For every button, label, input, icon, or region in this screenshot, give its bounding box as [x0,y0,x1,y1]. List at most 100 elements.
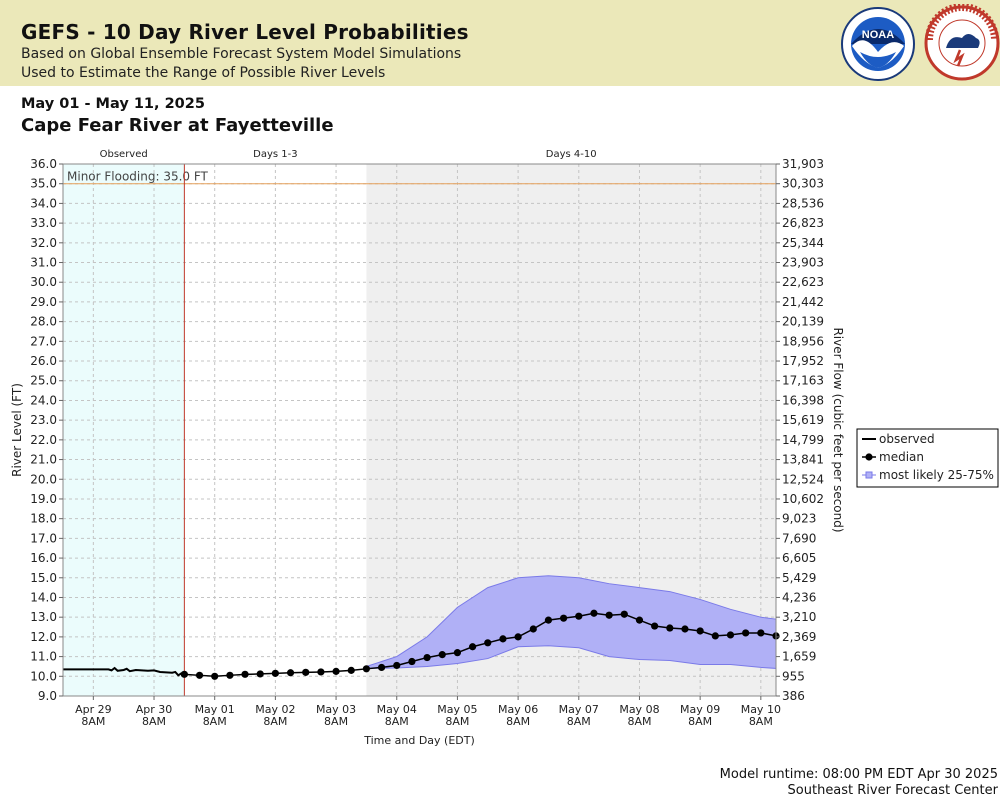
y-tick-label: 22.0 [30,433,57,447]
median-point [757,629,765,637]
y-tick-label: 25.0 [30,374,57,388]
x-tick-day: May 10 [741,703,781,716]
station-name: Cape Fear River at Fayetteville [21,115,334,136]
median-point [332,667,340,675]
x-tick-day: May 07 [559,703,599,716]
page-title: GEFS - 10 Day River Level Probabilities [21,20,469,44]
x-tick-day: May 04 [377,703,417,716]
y-tick-label: 18.0 [30,512,57,526]
median-point [620,610,628,618]
y2-tick-label: 7,690 [782,531,816,545]
x-tick-day: May 08 [619,703,659,716]
y2-tick-label: 6,605 [782,551,816,565]
median-point [226,671,234,679]
median-point [605,611,613,619]
x-tick-day: May 03 [316,703,356,716]
period-label: Days 1-3 [253,149,297,160]
y2-tick-label: 30,303 [782,177,824,191]
y2-tick-label: 22,623 [782,275,824,289]
noaa-logo[interactable]: NOAA [838,6,918,82]
median-point [499,635,507,643]
y-tick-label: 24.0 [30,393,57,407]
flood-stage-label: Minor Flooding: 35.0 FT [67,170,209,184]
median-point [347,666,355,674]
y-tick-label: 29.0 [30,295,57,309]
median-point [726,631,735,639]
y2-tick-label: 1,659 [782,650,816,664]
x-tick-time: 8AM [142,715,166,728]
y2-tick-label: 28,536 [782,196,824,210]
nws-logo[interactable] [924,4,1000,82]
median-point [271,669,279,677]
y-tick-label: 14.0 [30,590,57,604]
y-tick-label: 11.0 [30,650,57,664]
x-tick-time: 8AM [445,715,469,728]
page-subtitle-1: Based on Global Ensemble Forecast System… [21,46,462,62]
y-tick-label: 13.0 [30,610,57,624]
median-point [211,672,219,680]
median-point [393,661,401,670]
legend-label-band: most likely 25-75% [879,468,994,482]
y2-tick-label: 4,236 [782,590,816,604]
y-tick-label: 20.0 [30,472,57,486]
median-point [666,624,674,632]
noaa-logo-text: NOAA [862,29,894,41]
median-point [438,651,446,659]
median-line [184,612,777,678]
model-runtime: Model runtime: 08:00 PM EDT Apr 30 2025 [719,767,998,782]
median-point [468,643,477,651]
x-tick-time: 8AM [749,715,773,728]
date-range: May 01 - May 11, 2025 [21,96,205,112]
median-point [742,629,750,637]
x-tick-day: May 02 [255,703,295,716]
x-tick-time: 8AM [385,715,409,728]
median-point [256,670,264,678]
y2-tick-label: 14,799 [782,433,824,447]
y2-tick-label: 31,903 [782,157,824,171]
x-tick-day: May 06 [498,703,538,716]
median-point [651,622,659,630]
y-tick-label: 28.0 [30,315,57,329]
y-axis-label: River Level (FT) [10,383,24,477]
legend-box [856,428,999,488]
y-tick-label: 12.0 [30,630,57,644]
median-point [696,627,704,635]
y-tick-label: 33.0 [30,216,57,230]
y2-tick-label: 26,823 [782,216,824,230]
y2-tick-label: 9,023 [782,512,816,526]
legend-band-swatch [865,471,873,479]
median-point [241,670,249,678]
plot-border [62,163,777,697]
x-tick-time: 8AM [567,715,591,728]
y-tick-label: 21.0 [30,453,57,467]
y-tick-label: 32.0 [30,236,57,250]
y-tick-label: 9.0 [38,689,57,703]
period-label: Days 4-10 [546,149,597,160]
x-tick-time: 8AM [506,715,530,728]
y-tick-label: 26.0 [30,354,57,368]
y-tick-label: 15.0 [30,571,57,585]
median-point [681,625,689,633]
y2-tick-label: 16,398 [782,393,824,407]
y2-tick-label: 3,210 [782,610,816,624]
median-point [560,614,568,622]
x-tick-day: May 09 [680,703,720,716]
median-point [635,616,644,624]
y2-tick-label: 2,369 [782,630,816,644]
y-tick-label: 27.0 [30,334,57,348]
x-tick-time: 8AM [324,715,348,728]
y-tick-label: 30.0 [30,275,57,289]
median-point [408,657,416,666]
y-tick-label: 36.0 [30,157,57,171]
median-point [180,670,188,678]
y2-tick-label: 20,139 [782,315,824,329]
median-point [317,668,325,676]
header-banner: GEFS - 10 Day River Level Probabilities … [0,0,1000,86]
y-tick-label: 34.0 [30,196,57,210]
x-tick-day: May 01 [195,703,235,716]
y2-tick-label: 386 [782,689,805,703]
y-tick-label: 35.0 [30,177,57,191]
y2-tick-label: 955 [782,669,805,683]
median-point [377,663,386,672]
x-tick-time: 8AM [627,715,651,728]
